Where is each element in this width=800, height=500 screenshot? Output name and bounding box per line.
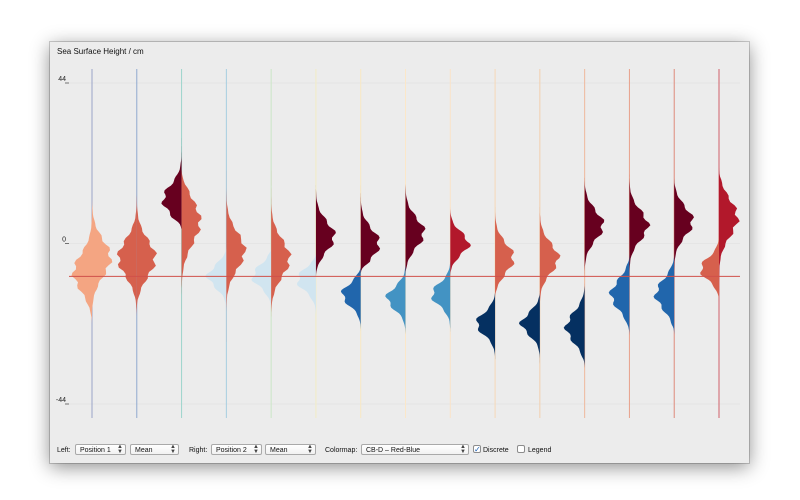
select-arrows-icon: ▲ ▼ [253, 444, 259, 455]
left-label: Left: [57, 447, 71, 454]
discrete-label: Discrete [483, 447, 509, 454]
violin-group [431, 69, 471, 418]
left-stat-value: Mean [135, 447, 153, 454]
violin-left-half [161, 137, 182, 229]
violin-right-half [629, 174, 651, 277]
violin-right-half [226, 170, 247, 342]
control-bar: Left: Position 1 ▲ ▼ Mean ▲ ▼ Right: Posit… [50, 443, 749, 459]
violin-left-half [205, 247, 227, 310]
legend-label: Legend [528, 447, 552, 454]
violin-right-half [271, 170, 292, 317]
violin-right-half [92, 196, 113, 317]
violin-left-half [700, 228, 719, 302]
right-position-select[interactable]: Position 2 ▲ ▼ [211, 444, 262, 455]
violin-right-half [360, 185, 381, 273]
colormap-value: CB-D – Red-Blue [366, 447, 421, 454]
violin-plot: 44 0 -44 [56, 69, 740, 418]
violin-left-half [563, 283, 585, 368]
violin-group [340, 69, 381, 418]
violin-left-half [116, 188, 137, 321]
violin-right-half [450, 207, 471, 277]
violin-left-half [71, 196, 92, 324]
violin-left-half [476, 290, 496, 361]
chart-title: Sea Surface Height / cm [57, 47, 144, 56]
violin-group [608, 69, 651, 418]
violin-right-half [495, 207, 515, 299]
violin-right-half [181, 170, 202, 310]
violin-group [700, 69, 740, 418]
colormap-select[interactable]: CB-D – Red-Blue ▲ ▼ [361, 444, 469, 455]
violin-left-half [251, 247, 272, 310]
violin-group [251, 69, 292, 418]
violin-right-half [136, 185, 157, 310]
right-label: Right: [189, 447, 208, 454]
right-stat-value: Mean [270, 447, 288, 454]
violin-group [205, 69, 247, 418]
select-arrows-icon: ▲ ▼ [170, 444, 176, 455]
violin-right-half [405, 181, 426, 277]
violin-right-half [674, 177, 694, 277]
violin-left-half [296, 254, 316, 317]
left-position-value: Position 1 [80, 447, 111, 454]
right-position-value: Position 2 [216, 447, 247, 454]
violin-left-half [519, 290, 540, 364]
violin-group [476, 69, 515, 418]
left-stat-select[interactable]: Mean ▲ ▼ [130, 444, 179, 455]
colormap-label: Colormap: [325, 447, 358, 454]
violin-right-half [315, 185, 336, 277]
select-arrows-icon: ▲ ▼ [460, 444, 466, 455]
violin-right-half [719, 166, 740, 295]
violin-group [385, 69, 426, 418]
select-arrows-icon: ▲ ▼ [307, 444, 313, 455]
violin-group [653, 69, 694, 418]
discrete-checkbox[interactable]: ✓ [473, 445, 481, 454]
y-tick-label: 0 [62, 237, 66, 244]
checkmark-icon: ✓ [474, 445, 481, 454]
violin-left-half [431, 258, 451, 335]
violin-left-half [653, 254, 675, 335]
select-arrows-icon: ▲ ▼ [117, 444, 123, 455]
violin-group [116, 69, 157, 418]
violin-group [519, 69, 561, 418]
plot-window: Sea Surface Height / cm 44 0 -44 Left: Pos… [50, 42, 749, 463]
right-stat-select[interactable]: Mean ▲ ▼ [265, 444, 316, 455]
violin-group [296, 69, 336, 418]
legend-checkbox[interactable] [517, 445, 525, 453]
violin-right-half [539, 207, 561, 310]
violin-group [563, 69, 605, 418]
y-tick-label: -44 [56, 397, 66, 404]
violin-left-half [608, 254, 630, 335]
violin-left-half [385, 261, 406, 339]
left-position-select[interactable]: Position 1 ▲ ▼ [75, 444, 126, 455]
violin-group [161, 69, 202, 418]
violin-left-half [340, 265, 361, 332]
violin-right-half [584, 177, 605, 277]
violin-group [71, 69, 113, 418]
y-tick-label: 44 [58, 76, 66, 83]
